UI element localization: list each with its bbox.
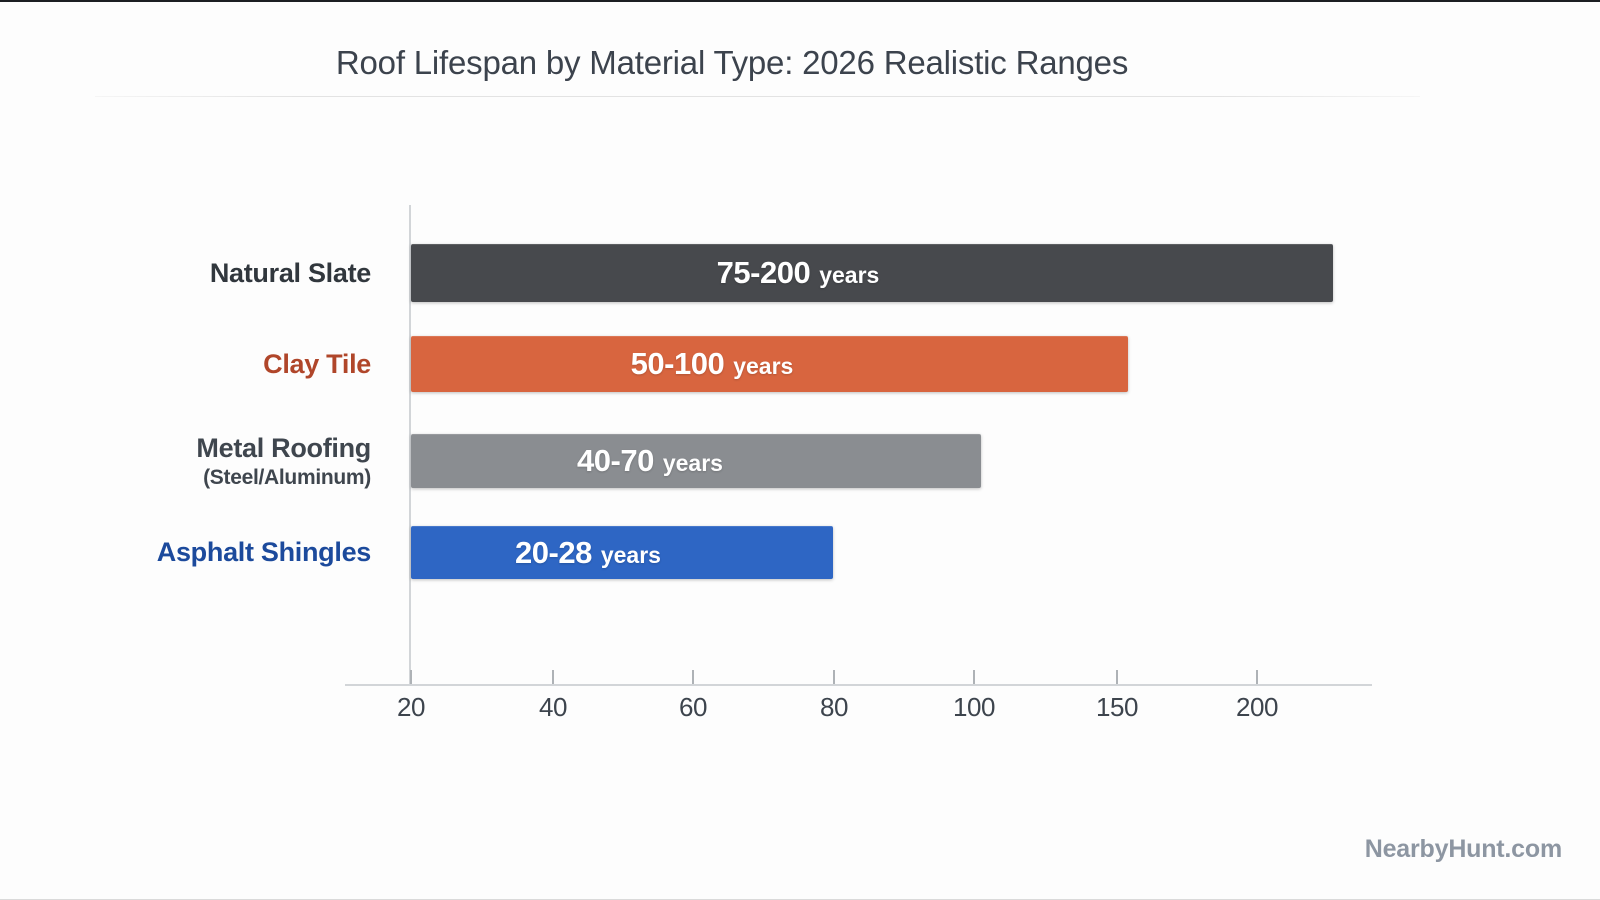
bar-unit-text: years	[600, 541, 661, 568]
category-label: Metal Roofing (Steel/Aluminum)	[0, 432, 371, 489]
x-axis-tick-label: 80	[820, 692, 848, 722]
range-bar: 75-200 years	[411, 244, 1333, 302]
category-label-text: Asphalt Shingles	[156, 537, 372, 568]
range-bar: 20-28 years	[411, 526, 833, 579]
x-axis-tick	[410, 670, 412, 684]
x-axis-tick-label: 20	[397, 692, 425, 722]
x-axis-tick-label: 60	[679, 692, 707, 722]
x-axis-tick	[552, 670, 554, 684]
x-axis-tick	[833, 670, 835, 684]
x-axis-tick	[1116, 670, 1118, 684]
bar-value-label: 40-70 years	[577, 443, 723, 479]
x-axis-tick-label: 40	[539, 692, 567, 722]
category-sublabel-text: (Steel/Aluminum)	[203, 465, 371, 489]
x-axis-tick	[1256, 670, 1258, 684]
category-label-text: Clay Tile	[263, 348, 371, 379]
bar-unit-text: years	[662, 450, 723, 476]
range-bar: 40-70 years	[411, 434, 981, 488]
x-axis-tick	[973, 670, 975, 684]
category-label: Asphalt Shingles	[0, 526, 372, 579]
bar-value-label: 50-100 years	[631, 346, 794, 382]
top-border	[0, 0, 1600, 2]
x-axis-tick	[692, 670, 694, 684]
chart-title: Roof Lifespan by Material Type: 2026 Rea…	[335, 44, 1129, 81]
x-axis-tick-label: 200	[1236, 692, 1278, 722]
category-label-text: Natural Slate	[209, 257, 371, 288]
x-axis-tick-label: 150	[1096, 692, 1138, 722]
bar-range-text: 20-28	[515, 534, 592, 570]
x-axis-line	[345, 684, 1372, 686]
category-label: Natural Slate	[0, 244, 371, 302]
y-axis-line	[409, 205, 411, 684]
title-divider	[95, 96, 1420, 97]
category-label: Clay Tile	[0, 336, 371, 392]
x-axis-tick-label: 100	[953, 692, 995, 722]
range-bar: 50-100 years	[411, 336, 1128, 392]
bar-value-label: 20-28 years	[515, 535, 661, 571]
category-label-text: Metal Roofing	[196, 432, 371, 463]
bar-range-text: 75-200	[716, 255, 811, 290]
bar-value-label: 75-200 years	[717, 255, 880, 291]
bar-unit-text: years	[733, 353, 794, 379]
bar-range-text: 50-100	[630, 346, 725, 381]
bar-range-text: 40-70	[577, 443, 654, 478]
bar-unit-text: years	[819, 262, 880, 288]
watermark-text: NearbyHunt.com	[1364, 835, 1562, 863]
